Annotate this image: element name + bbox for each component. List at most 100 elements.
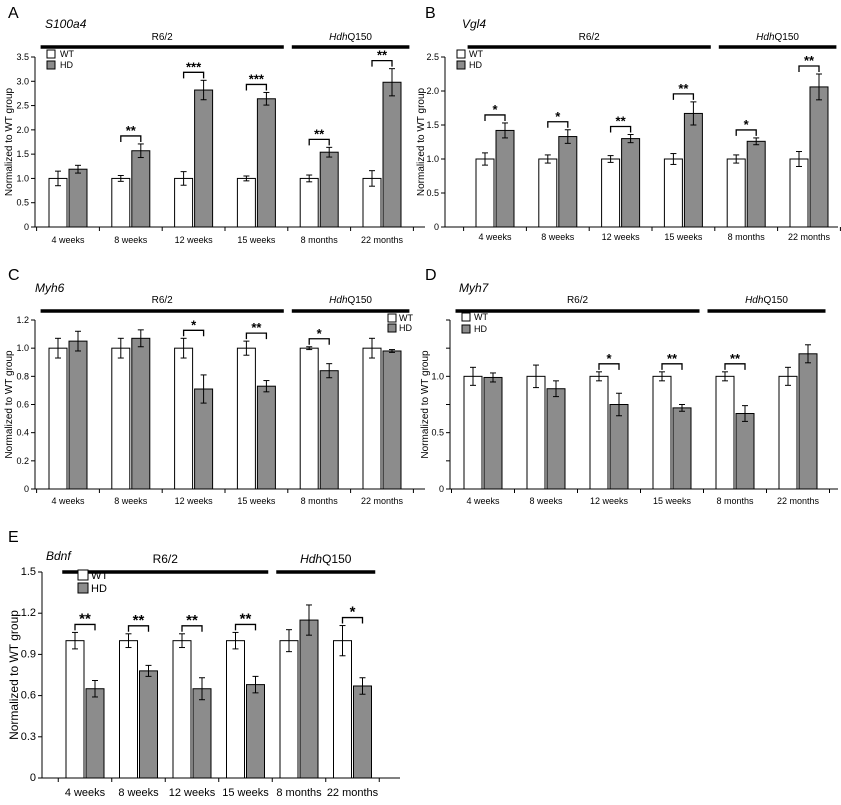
bar-wt xyxy=(236,347,256,490)
gene-title: Vgl4 xyxy=(462,17,486,31)
significance-bracket xyxy=(120,135,142,142)
y-tick-label: 1.5 xyxy=(426,120,439,130)
x-tick-label: 22 months xyxy=(361,496,404,506)
x-tick-label: 4 weeks xyxy=(466,496,500,506)
bar-hd xyxy=(353,685,372,779)
chart-panel-e: E Bdnf 0 0.3 0.6 0.9 1.2 1.5 Normalized to WT gr… xyxy=(7,529,400,799)
group-label: HdhQ150 xyxy=(329,295,372,306)
x-tick-label: 22 months xyxy=(361,235,404,245)
significance-label: ** xyxy=(240,610,252,627)
y-tick-label: 2.0 xyxy=(426,86,439,96)
significance-bracket xyxy=(724,363,746,370)
y-tick-label: 2.5 xyxy=(16,101,29,111)
significance-bracket xyxy=(735,129,757,136)
group-label-prefix: Hdh xyxy=(745,295,764,306)
y-tick-label: 1.0 xyxy=(16,343,29,353)
x-tick-label: 15 weeks xyxy=(664,232,703,242)
x-tick-label: 8 weeks xyxy=(541,232,575,242)
bar-wt xyxy=(299,177,319,228)
significance-bracket xyxy=(182,71,205,79)
bar-hd xyxy=(558,136,578,228)
significance-label: ** xyxy=(730,351,741,366)
x-tick-label: 12 weeks xyxy=(602,232,641,242)
bar-hd xyxy=(319,370,339,490)
significance-bracket xyxy=(371,60,393,67)
group-label: R6/2 xyxy=(567,295,589,306)
x-tick-label: 15 weeks xyxy=(222,787,269,799)
bar-hd xyxy=(735,413,755,490)
bar-wt xyxy=(111,177,131,228)
legend-label: WT xyxy=(474,312,488,322)
group-label-text: Q150 xyxy=(763,295,788,306)
significance-label: ** xyxy=(667,351,678,366)
y-tick-label: 0.6 xyxy=(21,690,36,702)
significance-bracket xyxy=(308,138,330,146)
x-tick-label: 4 weeks xyxy=(51,496,85,506)
y-axis-label: Normalized to WT group xyxy=(4,350,15,459)
legend-swatch xyxy=(461,312,471,322)
bar-hd xyxy=(246,684,265,779)
gene-title: Bdnf xyxy=(46,549,72,563)
bar-hd xyxy=(672,407,692,490)
y-tick-label: 1.5 xyxy=(16,149,29,159)
bar-wt xyxy=(226,640,245,779)
panel-letter: B xyxy=(425,5,436,22)
bar-wt xyxy=(463,375,483,490)
legend-swatch xyxy=(456,49,466,59)
legend-label: WT xyxy=(91,570,108,582)
x-tick-label: 22 months xyxy=(327,787,379,799)
legend-label: WT xyxy=(60,49,74,59)
x-tick-label: 12 weeks xyxy=(590,496,629,506)
x-tick-label: 12 weeks xyxy=(169,787,216,799)
chart-panel-c: C Myh6 0 0.2 0.4 0.6 0.8 1.0 1.2 Normalized to WT… xyxy=(4,267,425,506)
y-axis-label: Normalized to WT group xyxy=(420,350,431,459)
x-tick-label: 15 weeks xyxy=(653,496,692,506)
y-tick-label: 0.5 xyxy=(16,198,29,208)
significance-bracket xyxy=(341,616,364,624)
x-tick-label: 8 weeks xyxy=(118,787,159,799)
x-tick-label: 8 weeks xyxy=(114,496,148,506)
legend-label: HD xyxy=(91,583,107,595)
y-tick-label: 1.2 xyxy=(16,315,29,325)
significance-label: ** xyxy=(126,123,137,138)
chart-panel-a: A S100a4 0 0.5 1.0 1.5 2.0 2.5 3.0 3.5 Normalized … xyxy=(4,5,425,245)
bar-wt xyxy=(333,640,352,779)
significance-label: ** xyxy=(804,53,815,68)
significance-label: ** xyxy=(314,126,325,141)
significance-label: ** xyxy=(251,320,262,335)
significance-label: * xyxy=(606,351,612,366)
significance-bracket xyxy=(484,114,506,121)
group-label-text: R6/2 xyxy=(152,32,174,43)
bar-hd xyxy=(546,388,566,490)
bar-hd xyxy=(131,150,151,228)
group-label-text: Q150 xyxy=(348,32,373,43)
legend-label: WT xyxy=(399,313,413,323)
y-tick-label: 0.6 xyxy=(16,400,29,410)
legend-label: WT xyxy=(469,49,483,59)
bar-wt xyxy=(538,158,558,228)
bar-hd xyxy=(85,688,105,779)
bar-hd xyxy=(299,619,319,779)
y-tick-label: 0.9 xyxy=(21,648,36,660)
legend-label: HD xyxy=(474,324,487,334)
y-tick-label: 0 xyxy=(24,222,29,232)
y-axis-label: Normalized to WT group xyxy=(7,610,21,740)
bar-wt xyxy=(236,177,256,228)
y-tick-label: 2.0 xyxy=(16,125,29,135)
significance-label: ** xyxy=(616,114,627,129)
x-tick-label: 8 months xyxy=(301,235,339,245)
significance-bracket xyxy=(798,65,820,72)
bar-wt xyxy=(362,347,382,490)
significance-label: ** xyxy=(186,612,198,629)
bar-wt xyxy=(789,158,809,228)
y-tick-label: 0.5 xyxy=(431,428,444,438)
x-tick-label: 12 weeks xyxy=(175,235,214,245)
bar-hd xyxy=(382,350,402,490)
significance-label: * xyxy=(492,102,498,117)
group-label-text: Q150 xyxy=(775,32,800,43)
legend-label: HD xyxy=(60,60,73,70)
group-label: R6/2 xyxy=(152,295,174,306)
bar-hd xyxy=(68,168,88,228)
group-label-prefix: Hdh xyxy=(756,32,775,43)
panel-letter: A xyxy=(8,5,19,22)
